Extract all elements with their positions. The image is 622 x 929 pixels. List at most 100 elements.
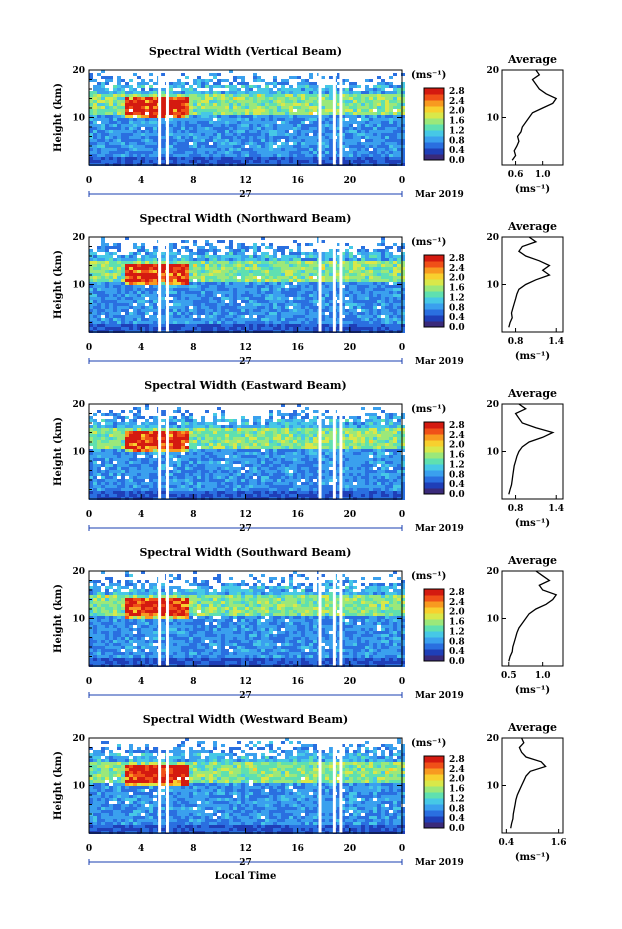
heatmap-cell [273,303,277,306]
heatmap-cell [193,297,197,300]
heatmap-cell [141,246,145,249]
heatmap-cell [249,136,253,139]
heatmap-cell [389,121,393,124]
heatmap-cell [365,94,369,97]
heatmap-cell [337,270,341,273]
heatmap-cell [237,124,241,127]
heatmap-cell [385,327,389,330]
heatmap-cell [329,121,333,124]
heatmap-cell [225,419,229,422]
heatmap-cell [213,94,217,97]
heatmap-cell [241,121,245,124]
heatmap-cell [205,157,209,160]
heatmap-cell [201,261,205,264]
heatmap-cell [105,103,109,106]
heatmap-cell [357,312,361,315]
heatmap-cell [345,264,349,267]
heatmap-cell [305,425,309,428]
heatmap-cell [129,79,133,82]
heatmap-cell [389,154,393,157]
heatmap-cell [129,148,133,151]
heatmap-cell [277,276,281,279]
heatmap-cell [245,133,249,136]
heatmap-cell [257,118,261,121]
heatmap-cell [241,267,245,270]
heatmap-cell [229,109,233,112]
heatmap-cell [293,133,297,136]
heatmap-cell [261,315,265,318]
heatmap-cell [349,106,353,109]
heatmap-cell [353,288,357,291]
heatmap-cell [117,85,121,88]
heatmap-cell [345,285,349,288]
heatmap-cell [257,306,261,309]
heatmap-cell [93,303,97,306]
heatmap-cell [365,431,369,434]
heatmap-cell [117,82,121,85]
heatmap-cell [141,422,145,425]
heatmap-cell [129,154,133,157]
heatmap-cell [337,91,341,94]
heatmap-cell [385,276,389,279]
heatmap-cell [181,300,185,303]
heatmap-cell [381,249,385,252]
heatmap-cell [301,160,305,163]
heatmap-cell [105,79,109,82]
heatmap-cell [365,321,369,324]
heatmap-cell [257,106,261,109]
heatmap-cell [385,270,389,273]
heatmap-cell [177,142,181,145]
heatmap-cell [89,300,93,303]
heatmap-cell [321,273,325,276]
heatmap-cell [273,422,277,425]
heatmap-cell [341,109,345,112]
heatmap-cell [349,425,353,428]
heatmap-cell [97,312,101,315]
heatmap-cell [197,76,201,79]
heatmap-cell [129,103,133,106]
heatmap-cell [213,288,217,291]
heatmap-cell [249,255,253,258]
heatmap-cell [273,273,277,276]
heatmap-cell [201,416,205,419]
heatmap-cell [313,127,317,130]
heatmap-cell [109,94,113,97]
heatmap-cell [373,315,377,318]
heatmap-cell [205,118,209,121]
heatmap-cell [89,303,93,306]
heatmap-cell [305,264,309,267]
heatmap-cell [349,88,353,91]
heatmap-cell [261,142,265,145]
heatmap-cell [301,288,305,291]
heatmap-cell [153,318,157,321]
heatmap-cell [385,91,389,94]
heatmap-cell [109,324,113,327]
heatmap-cell [261,100,265,103]
heatmap-cell [101,428,105,431]
heatmap-cell [173,243,177,246]
heatmap-cell [113,425,117,428]
heatmap-cell [377,324,381,327]
colorbar-tick-label: 2.0 [449,107,465,117]
heatmap-cell [209,291,213,294]
heatmap-cell [261,264,265,267]
heatmap-cell [261,321,265,324]
heatmap-cell [141,282,145,285]
heatmap-cell [221,309,225,312]
heatmap-cell [385,300,389,303]
heatmap-cell [253,91,257,94]
heatmap-cell [161,121,165,124]
heatmap-cell [213,103,217,106]
heatmap-cell [221,255,225,258]
x-tick-label: 4 [138,343,144,353]
heatmap-cell [193,94,197,97]
heatmap-cell [169,151,173,154]
heatmap-cell [273,300,277,303]
heatmap-cell [149,127,153,130]
heatmap-cell [381,261,385,264]
heatmap-cell [185,431,189,434]
heatmap-cell [257,273,261,276]
heatmap-cell [117,264,121,267]
heatmap-cell [121,294,125,297]
heatmap-cell [357,300,361,303]
